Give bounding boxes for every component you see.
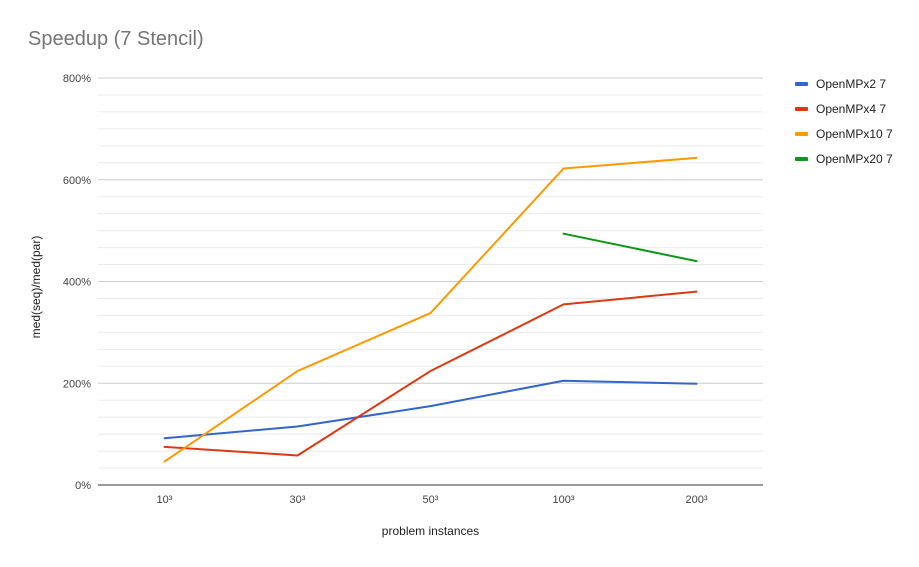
legend-item: OpenMPx20 7 (795, 146, 893, 171)
legend-swatch (795, 81, 808, 86)
legend-label: OpenMPx20 7 (816, 151, 893, 166)
series-line (163, 156, 698, 463)
y-axis-title: med(seq)/med(par) (29, 235, 43, 339)
y-tick-label: 600% (63, 175, 91, 187)
y-tick-label: 200% (63, 378, 91, 390)
legend-item: OpenMPx4 7 (795, 96, 893, 121)
legend-label: OpenMPx4 7 (816, 101, 887, 116)
series-line (163, 379, 698, 440)
x-axis-title: problem instances (381, 524, 480, 538)
series-line (562, 232, 698, 263)
legend-label: OpenMPx2 7 (816, 76, 887, 91)
legend-item: OpenMPx2 7 (795, 71, 893, 96)
y-tick-label: 800% (63, 73, 91, 85)
x-tick-label: 30³ (290, 494, 306, 506)
x-tick-label: 10³ (157, 494, 173, 506)
chart-title: Speedup (7 Stencil) (28, 28, 204, 50)
legend-swatch (795, 106, 808, 111)
legend-swatch (795, 131, 808, 136)
x-tick-label: 50³ (423, 494, 439, 506)
y-tick-label: 400% (63, 277, 91, 289)
y-tick-label: 0% (75, 480, 91, 492)
x-tick-label: 200³ (685, 494, 707, 506)
x-tick-label: 100³ (552, 494, 574, 506)
legend-item: OpenMPx10 7 (795, 121, 893, 146)
legend: OpenMPx2 7 OpenMPx4 7 OpenMPx10 7 OpenMPx20… (795, 71, 893, 171)
legend-swatch (795, 156, 808, 161)
legend-label: OpenMPx10 7 (816, 126, 893, 141)
